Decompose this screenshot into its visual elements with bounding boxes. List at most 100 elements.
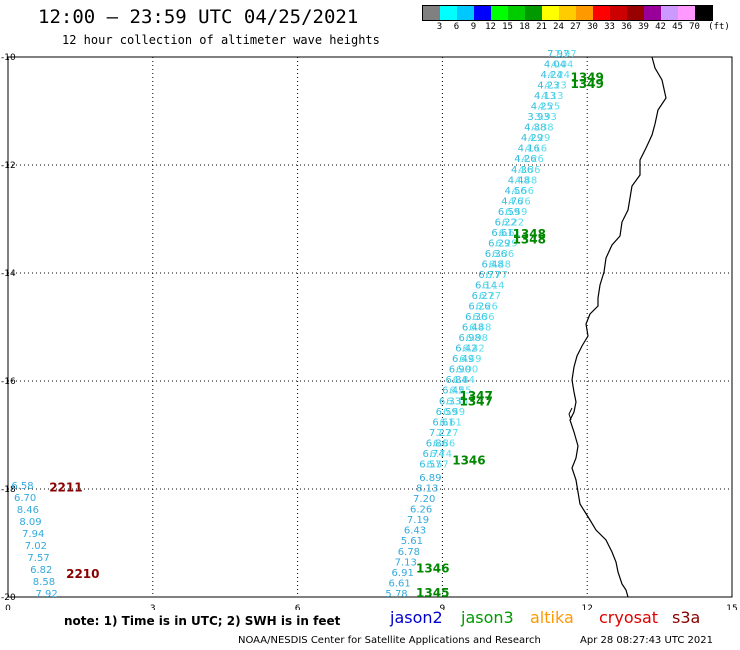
legend-label: 27 bbox=[570, 22, 581, 32]
legend-label: 36 bbox=[621, 22, 632, 32]
swh-value: 4.04 bbox=[544, 60, 566, 71]
swh-value: 6.59 bbox=[443, 407, 465, 418]
swh-value: 4.56 bbox=[504, 186, 526, 197]
swh-value: 6.59 bbox=[498, 207, 520, 218]
swh-value: 4.16 bbox=[518, 144, 540, 155]
legend-swatch bbox=[695, 6, 712, 20]
legend-label: 21 bbox=[536, 22, 547, 32]
swh-value: 4.23 bbox=[545, 81, 567, 92]
legend-unit: (ft) bbox=[708, 22, 730, 32]
swh-value: 7.19 bbox=[407, 515, 429, 526]
swh-value: 6.74 bbox=[422, 449, 444, 460]
swh-value: 6.70 bbox=[14, 493, 36, 504]
legend-swatch bbox=[610, 6, 627, 20]
swh-value: 4.48 bbox=[515, 175, 537, 186]
x-tick-label: 6 bbox=[295, 604, 301, 610]
legend-label: 33 bbox=[604, 22, 615, 32]
y-tick-label: -16 bbox=[1, 377, 16, 387]
x-tick-label: 0 bbox=[5, 604, 11, 610]
pass-time-label: 2210 bbox=[66, 567, 99, 581]
swh-value: 4.24 bbox=[548, 70, 570, 81]
swh-value: 4.48 bbox=[508, 175, 530, 186]
satellite-name: s3a bbox=[672, 608, 701, 627]
legend-swatch bbox=[542, 6, 559, 20]
swh-value: 6.26 bbox=[468, 302, 490, 313]
swh-value: 6.48 bbox=[462, 323, 484, 334]
swh-value: 4.38 bbox=[524, 123, 546, 134]
swh-value: 6.42 bbox=[463, 344, 485, 355]
swh-value: 6.26 bbox=[476, 302, 498, 313]
swh-value: 6.49 bbox=[452, 354, 474, 365]
swh-value: 6.22 bbox=[502, 217, 524, 228]
swh-value: 6.90 bbox=[456, 365, 478, 376]
swh-value: 6.27 bbox=[479, 291, 501, 302]
legend-swatch bbox=[474, 6, 491, 20]
legend-swatch bbox=[525, 6, 542, 20]
credit-text: NOAA/NESDIS Center for Satellite Applica… bbox=[238, 635, 541, 646]
swh-value: 6.77 bbox=[485, 270, 507, 281]
swh-value: 6.22 bbox=[495, 217, 517, 228]
legend-label: 15 bbox=[502, 22, 513, 32]
pass-time-label: 1348 bbox=[513, 232, 546, 246]
y-tick-label: -20 bbox=[1, 593, 16, 603]
swh-value: 4.25 bbox=[538, 102, 560, 113]
swh-value: 6.84 bbox=[445, 375, 467, 386]
swh-value: 4.29 bbox=[528, 133, 550, 144]
legend-label: 24 bbox=[553, 22, 564, 32]
swh-value: 6.45 bbox=[442, 386, 464, 397]
swh-value: 6.14 bbox=[475, 281, 497, 292]
coastline bbox=[569, 56, 667, 598]
y-tick-label: -14 bbox=[1, 269, 16, 279]
x-tick-label: 9 bbox=[440, 604, 446, 610]
swh-value: 5.61 bbox=[401, 536, 423, 547]
swh-value: 6.29 bbox=[488, 238, 510, 249]
swh-value: 7.92 bbox=[35, 589, 57, 600]
legend-label: 42 bbox=[655, 22, 666, 32]
swh-value: 6.86 bbox=[426, 438, 448, 449]
pass-time-label: 1346 bbox=[416, 562, 449, 576]
legend-swatch bbox=[576, 6, 593, 20]
legend-swatch bbox=[678, 6, 695, 20]
swh-value: 7.20 bbox=[413, 494, 435, 505]
swh-value: 6.84 bbox=[453, 375, 475, 386]
pass-time-label: 1347 bbox=[459, 394, 492, 408]
legend-label: 39 bbox=[638, 22, 649, 32]
pass-time-label: 1346 bbox=[452, 454, 485, 468]
swh-value: 6.57 bbox=[426, 459, 448, 470]
y-tick-label: -12 bbox=[1, 161, 16, 171]
legend-swatch bbox=[559, 6, 576, 20]
swh-value: 6.36 bbox=[465, 312, 487, 323]
legend-swatch bbox=[457, 6, 474, 20]
swh-value: 8.58 bbox=[33, 577, 55, 588]
swh-value: 6.91 bbox=[392, 568, 414, 579]
swh-value: 7.97 bbox=[554, 49, 576, 60]
swh-value: 6.57 bbox=[419, 459, 441, 470]
legend-label: 6 bbox=[453, 22, 460, 32]
legend-swatch bbox=[440, 6, 457, 20]
swh-value: 6.26 bbox=[410, 505, 432, 516]
swh-value: 6.36 bbox=[485, 249, 507, 260]
y-tick-label: -10 bbox=[1, 53, 16, 63]
footer-note: note: 1) Time is in UTC; 2) SWH is in fe… bbox=[64, 614, 341, 628]
swh-value: 4.25 bbox=[531, 102, 553, 113]
page-subtitle: 12 hour collection of altimeter wave hei… bbox=[62, 33, 380, 47]
pass-time-label: 1349 bbox=[570, 77, 603, 91]
legend-label: 12 bbox=[485, 22, 496, 32]
swh-value: 6.29 bbox=[495, 238, 517, 249]
swh-value: 6.48 bbox=[482, 259, 504, 270]
swh-value: 7.97 bbox=[547, 49, 569, 60]
pass-time-label: 1345 bbox=[416, 586, 449, 600]
color-legend-labels: 3 6 9 12 15 18 21 24 27 30 33 36 39 42 45 70 (ft) bbox=[422, 22, 740, 34]
swh-value: 6.27 bbox=[472, 291, 494, 302]
swh-value: 4.36 bbox=[518, 165, 540, 176]
pass-time-label: 1349 bbox=[570, 70, 603, 84]
swh-value: 6.42 bbox=[455, 344, 477, 355]
credit-date: Apr 28 08:27:43 UTC 2021 bbox=[580, 635, 713, 646]
satellite-name: altika bbox=[530, 608, 574, 627]
x-tick-label: 15 bbox=[726, 604, 737, 610]
swh-value: 4.38 bbox=[531, 123, 553, 134]
swh-value: 6.36 bbox=[472, 312, 494, 323]
swh-value: 4.36 bbox=[511, 165, 533, 176]
legend-swatch bbox=[423, 6, 440, 20]
swh-value: 7.27 bbox=[436, 428, 458, 439]
